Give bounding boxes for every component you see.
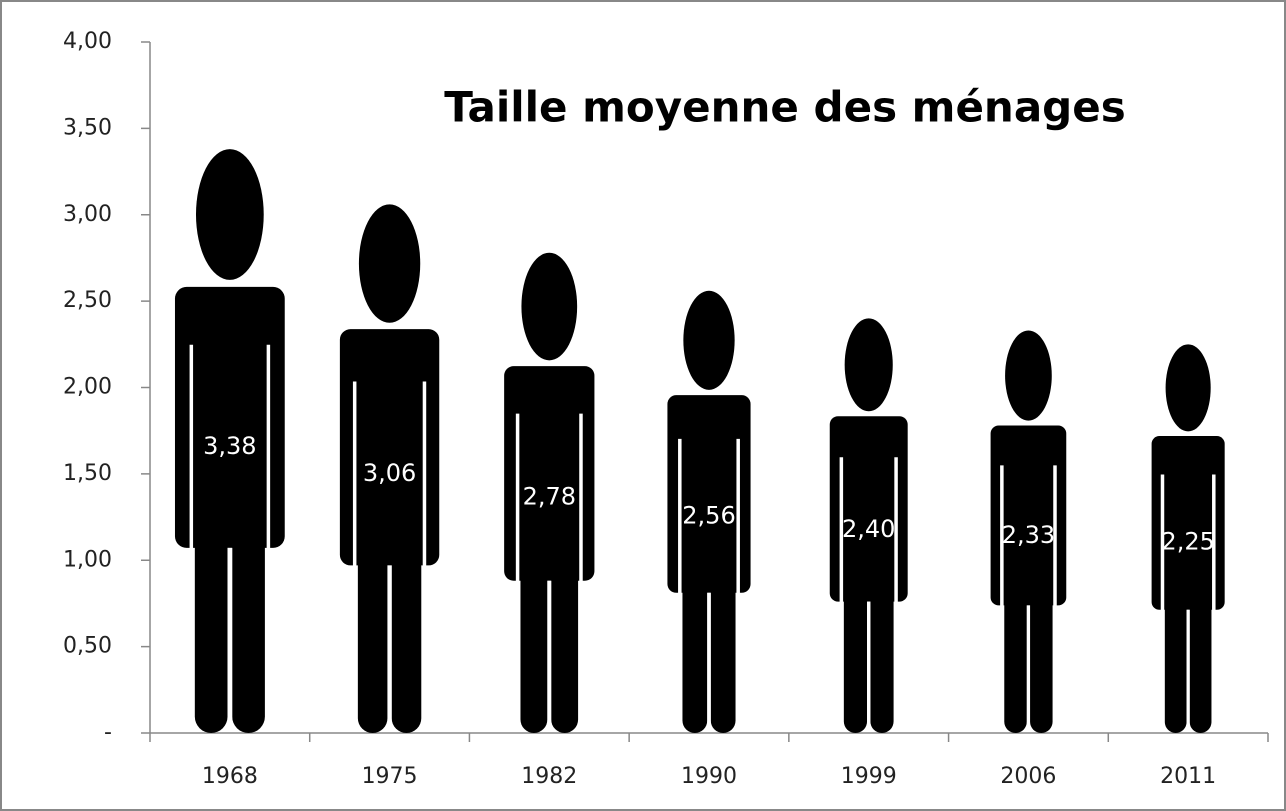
figure-head [683,290,735,390]
figure-leg-gap [1026,605,1031,727]
person-figure [339,204,440,733]
y-tick-label: 4,00 [63,29,112,54]
figure-torso [829,416,908,602]
figure-leg [391,521,422,733]
value-label: 2,40 [842,515,895,543]
figure-leg [843,567,868,733]
figure-leg [682,556,708,733]
figure-head [358,204,421,323]
x-tick-label: 1975 [362,764,418,789]
figure-torso [339,329,440,566]
person-figure [174,149,285,733]
figure-head [521,252,578,361]
x-tick-label: 1982 [521,764,577,789]
figure-leg-gap [387,565,392,725]
figure-torso [504,366,595,581]
figure-leg-gap [1186,609,1190,727]
figure-leg [520,540,548,733]
x-tick-label: 1999 [841,764,897,789]
figure-leg [710,556,736,733]
value-label: 2,33 [1002,521,1055,549]
y-tick-label: 2,50 [63,288,112,313]
figure-leg-gap [867,601,871,726]
value-label: 3,38 [203,432,256,460]
value-label: 2,56 [682,501,735,529]
figure-head [195,149,264,280]
person-figure [990,330,1067,733]
y-tick-label: 3,00 [63,202,112,227]
figure-leg [1030,571,1053,733]
figure-leg-gap [227,547,233,724]
person-figure [504,252,595,733]
figure-torso [667,395,751,593]
figure-torso [174,286,285,548]
figure-torso [1151,436,1225,610]
figure-leg [357,521,388,733]
person-figure [667,290,751,733]
figure-leg-gap [547,580,552,725]
figure-leg [194,499,228,733]
figure-leg [551,540,579,733]
y-tick-label: 0,50 [63,634,112,659]
value-label: 2,78 [523,483,576,511]
figure-head [1005,330,1052,421]
person-figure [1151,344,1225,733]
x-tick-label: 1990 [681,764,737,789]
y-tick-label: 3,50 [63,115,112,140]
y-tick-label: 1,50 [63,461,112,486]
x-tick-label: 2006 [1000,764,1056,789]
figure-head [1165,344,1211,432]
figure-leg-gap [707,592,711,726]
person-figure [829,318,908,733]
figure-leg [1164,577,1187,733]
x-tick-label: 1968 [202,764,258,789]
y-tick-label: 1,00 [63,547,112,572]
value-label: 2,25 [1161,528,1214,556]
figure-torso [990,425,1067,606]
figure-leg [870,567,894,733]
y-tick-label: 2,00 [63,375,112,400]
value-label: 3,06 [363,459,416,487]
figure-head [844,318,893,412]
figure-leg [1004,571,1027,733]
x-tick-label: 2011 [1160,764,1216,789]
chart-title: Taille moyenne des ménages [444,83,1125,132]
figure-leg [1189,577,1212,733]
figure-leg [232,499,265,733]
y-tick-label: - [104,720,112,745]
